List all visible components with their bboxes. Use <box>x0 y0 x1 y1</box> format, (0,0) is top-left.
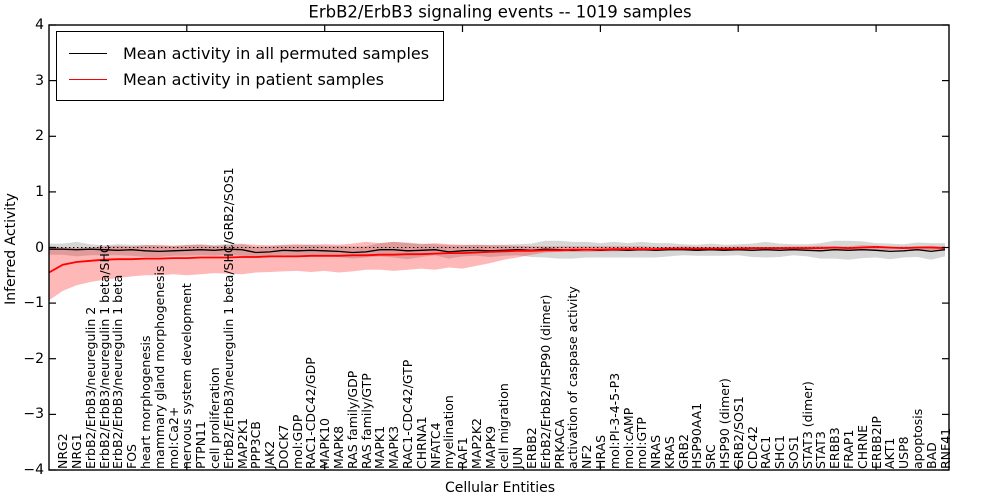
x-category-label: apoptosis <box>909 408 925 469</box>
x-category-label: SRC <box>703 444 719 469</box>
chart-title: ErbB2/ErbB3 signaling events -- 1019 sam… <box>308 2 692 22</box>
x-category-label: JAK2 <box>262 440 278 469</box>
x-category-label: mol:Ca2+ <box>165 406 181 469</box>
x-category-label: cell proliferation <box>206 367 222 469</box>
x-category-label: NFATC4 <box>427 422 443 469</box>
x-category-label: NF2 <box>579 444 595 470</box>
x-category-label: DOCK7 <box>275 424 291 469</box>
x-category-label: ErbB2/ErbB3/neuregulin 2 <box>82 306 98 469</box>
legend: Mean activity in all permuted samples Me… <box>56 31 445 101</box>
x-category-label: MAP2K1 <box>234 418 250 469</box>
x-category-label: MAPK10 <box>317 418 333 469</box>
legend-entry-patient: Mean activity in patient samples <box>69 66 429 92</box>
x-category-label: HSP90 (dimer) <box>716 378 732 469</box>
x-category-label: AKT1 <box>882 437 898 469</box>
x-category-label: mol:GTP <box>634 417 650 469</box>
legend-label-patient: Mean activity in patient samples <box>123 69 384 89</box>
permuted-mean-line <box>49 248 946 254</box>
y-tick-label: 0 <box>35 240 44 256</box>
y-tick-label: −1 <box>23 295 44 311</box>
x-category-label: MAPK3 <box>386 425 402 469</box>
y-tick-label: 4 <box>35 17 44 33</box>
x-category-label: RAS family/GDP <box>344 370 360 469</box>
x-category-label: SHC1 <box>772 434 788 469</box>
x-category-label: ERBB2IP <box>868 416 884 469</box>
x-category-label: RAC1-CDC42/GTP <box>399 359 415 469</box>
x-category-label: NRG2 <box>55 433 71 469</box>
x-category-label: GRB2/SOS1 <box>730 396 746 469</box>
x-category-label: heart morphogenesis <box>138 335 153 470</box>
x-category-label: RAS family/GTP <box>358 373 374 469</box>
x-category-label: ErbB2/ErbB3/neuregulin 1 beta/SHC/GRB2/S… <box>220 167 236 469</box>
x-category-label: CHRNE <box>854 424 870 469</box>
x-category-label: HRAS <box>592 434 608 469</box>
x-category-label: MAPK8 <box>331 425 346 469</box>
x-category-label: STAT3 (dimer) <box>799 381 815 469</box>
x-category-label: mol:cAMP <box>620 407 636 469</box>
patient-line-swatch <box>69 78 107 80</box>
x-category-label: USP8 <box>896 436 912 469</box>
permuted-line-swatch <box>69 52 107 54</box>
x-category-label: PRKACA <box>551 419 567 469</box>
x-category-label: mol:GDP <box>289 414 305 469</box>
y-tick-label: 2 <box>35 128 44 144</box>
x-category-label: cell migration <box>496 383 512 469</box>
x-category-label: NRG1 <box>69 433 85 469</box>
x-category-label: MAPK1 <box>372 425 388 469</box>
x-category-label: ERBB3 <box>827 427 843 469</box>
legend-entry-permuted: Mean activity in all permuted samples <box>69 40 429 66</box>
y-tick-label: −4 <box>23 462 44 478</box>
y-tick-label: 1 <box>35 184 44 200</box>
x-category-label: RAF1 <box>455 437 470 469</box>
x-category-label: PTPN11 <box>193 421 209 469</box>
x-category-label: GRB2 <box>675 434 691 469</box>
x-category-label: CDC42 <box>744 426 760 469</box>
x-category-label: SOS1 <box>785 435 801 469</box>
x-category-label: HSP90AA1 <box>689 402 705 469</box>
x-category-label: JUN <box>510 446 526 469</box>
x-category-label: CHRNA1 <box>413 416 429 469</box>
x-category-label: MAP2K2 <box>468 418 484 469</box>
x-category-label: MAPK9 <box>482 425 498 469</box>
y-tick-label: −2 <box>23 351 44 367</box>
x-category-label: KRAS <box>661 436 677 469</box>
x-category-label: mammary gland morphogenesis <box>151 265 167 469</box>
x-category-label: mol:PI-3-4-5-P3 <box>606 372 622 469</box>
x-category-label: NRAS <box>648 434 663 469</box>
x-category-label: RNF41 <box>937 427 953 469</box>
x-category-label: ErbB2/ErbB3/neuregulin 1 beta <box>110 274 126 469</box>
x-category-label: myelination <box>441 395 457 469</box>
x-category-label: STAT3 <box>813 431 829 469</box>
x-category-label: FOS <box>124 444 140 469</box>
x-category-label: ERBB2 <box>524 427 539 469</box>
x-category-label: BAD <box>923 442 939 469</box>
x-category-label: FRAP1 <box>841 429 856 469</box>
x-category-label: ErbB2/ErbB2/HSP90 (dimer) <box>537 294 553 469</box>
x-category-label: RAC1 <box>758 435 774 469</box>
y-tick-label: 3 <box>35 73 44 89</box>
patient-mean-line <box>48 245 946 274</box>
x-category-label: nervous system development <box>179 283 195 469</box>
x-category-label: PPP3CB <box>248 421 264 469</box>
legend-label-permuted: Mean activity in all permuted samples <box>123 43 430 63</box>
y-tick-label: −3 <box>23 406 44 422</box>
x-category-label: RAC1-CDC42/GDP <box>303 357 319 469</box>
x-category-label: ErbB2/ErbB3/neuregulin 1 beta/SHC <box>96 244 112 469</box>
x-category-label: activation of caspase activity <box>565 286 581 469</box>
x-axis-label: Cellular Entities <box>444 480 556 496</box>
